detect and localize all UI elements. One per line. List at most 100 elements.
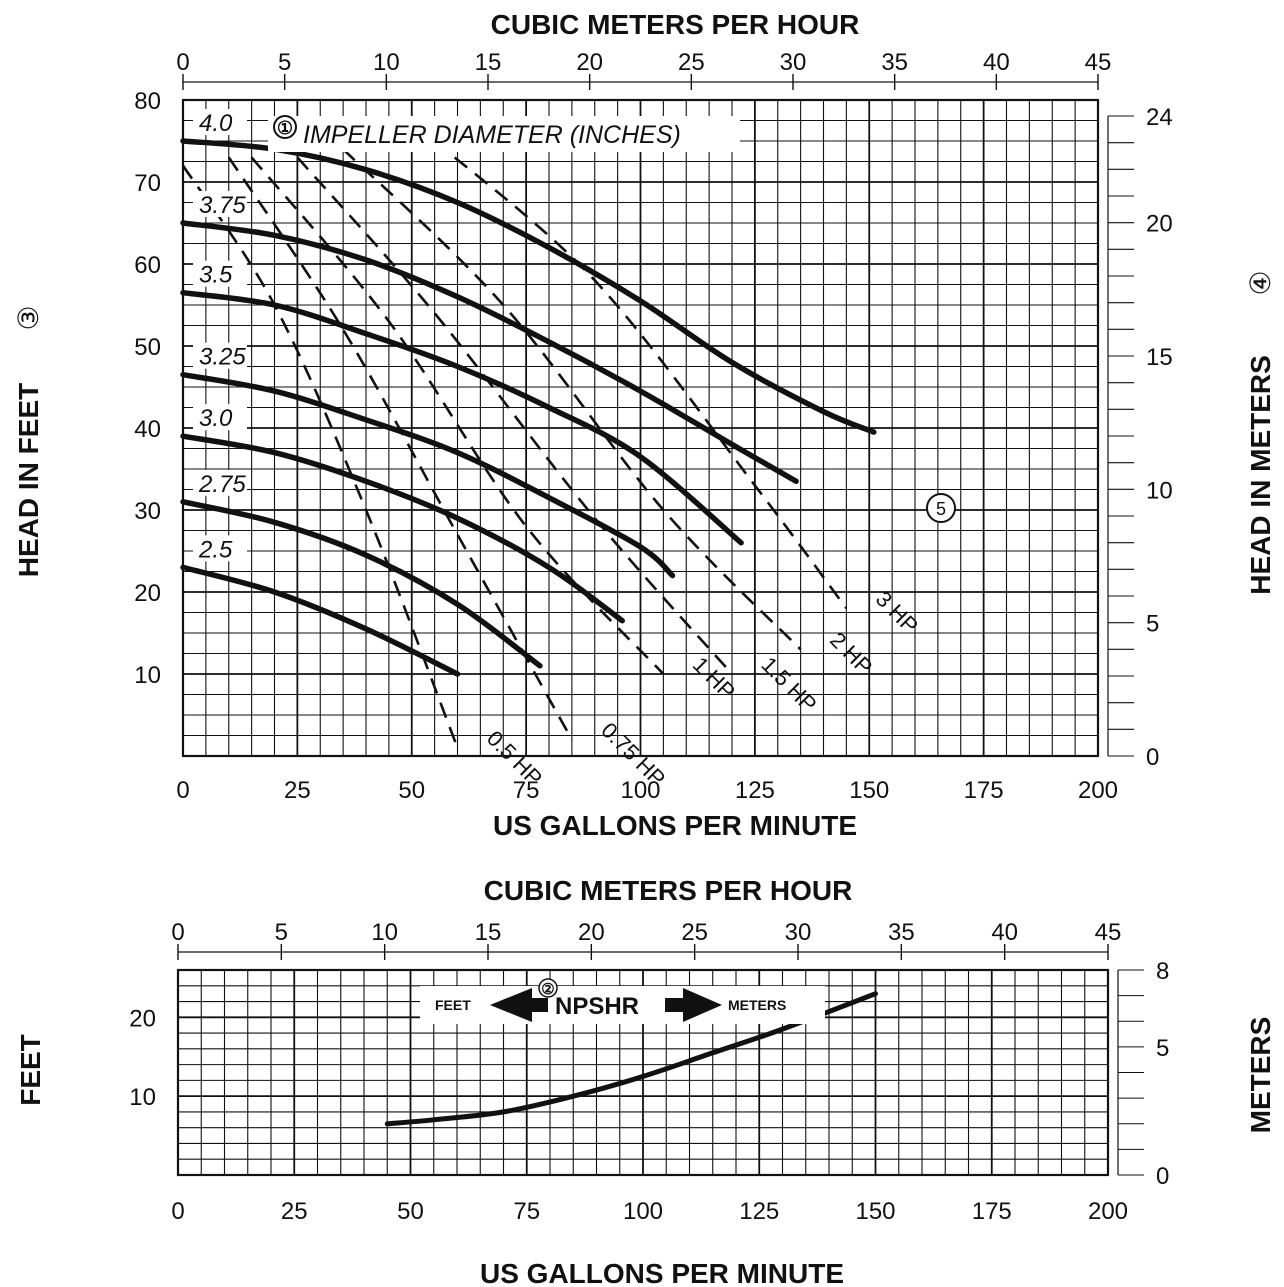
main-curve-labels: 4.0 3.75 3.5 3.25 3.0 2.75 2.5 [193, 109, 247, 563]
impeller-curve [180, 433, 625, 624]
impeller-title-bg [268, 116, 740, 152]
main-right-marker: ④ [1245, 270, 1276, 295]
main-top-tick-label: 20 [576, 49, 603, 76]
impeller-curve [180, 499, 543, 669]
impeller-marker: ① [277, 118, 293, 138]
main-x-tick-label: 200 [1078, 777, 1118, 804]
main-y-tick-label: 70 [134, 170, 161, 197]
npshr-feet-label: FEET [435, 997, 471, 1013]
main-y-tick-label: 60 [134, 252, 161, 279]
main-top-ticks: 0 5 10 15 20 25 30 35 40 45 [176, 49, 1111, 90]
npshr-chart: CUBIC METERS PER HOUR 0 5 10 15 20 25 30 35 40 45… [15, 875, 1276, 1287]
main-right-tick-label: 10 [1146, 477, 1173, 504]
npshr-marker: ② [541, 981, 554, 998]
npshr-right-tick-label: 5 [1156, 1035, 1169, 1062]
main-right-ticks: 0 5 10 15 20 24 [1107, 104, 1173, 771]
curve-label: 2.5 [198, 536, 233, 563]
impeller-curve [180, 138, 877, 435]
npshr-top-tick-label: 45 [1095, 919, 1122, 946]
npshr-top-axis-title: CUBIC METERS PER HOUR [484, 875, 853, 906]
main-top-tick-label: 30 [780, 49, 807, 76]
main-x-tick-label: 0 [176, 777, 189, 804]
main-y-ticks: 10 20 30 40 50 60 70 80 [134, 88, 161, 689]
main-left-marker: ③ [13, 305, 44, 330]
main-x-tick-label: 75 [513, 777, 540, 804]
main-x-ticks: 0 25 50 75 100 125 150 175 200 [176, 777, 1118, 804]
npshr-top-tick-label: 30 [785, 919, 812, 946]
npshr-x-tick-label: 25 [281, 1198, 308, 1225]
curve-label: 3.0 [199, 405, 233, 432]
curve-label-bg [193, 404, 247, 431]
npshr-right-tick-label: 8 [1156, 958, 1169, 985]
main-x-tick-label: 150 [849, 777, 889, 804]
main-chart: CUBIC METERS PER HOUR 0 5 10 15 20 25 30 35 40 45… [13, 9, 1276, 841]
main-grid [181, 98, 1100, 758]
npshr-x-ticks: 0 25 50 75 100 125 150 175 200 [171, 1198, 1128, 1225]
curve-label-bg [193, 535, 247, 562]
curve-label: 4.0 [199, 110, 233, 137]
main-impeller-curves [180, 138, 877, 677]
npshr-right-ticks: 0 5 8 [1117, 958, 1169, 1190]
npshr-right-axis-title: METERS [1245, 1017, 1276, 1134]
impeller-curve [180, 371, 676, 579]
npshr-top-tick-label: 0 [171, 919, 184, 946]
curve-label: 3.5 [199, 262, 233, 289]
main-right-tick-label: 20 [1146, 211, 1173, 238]
npshr-y-ticks: 10 20 [129, 1005, 156, 1111]
main-top-tick-label: 0 [176, 49, 189, 76]
left-arrow-icon [490, 988, 548, 1022]
main-top-tick-label: 40 [983, 49, 1010, 76]
power-line [296, 156, 733, 675]
main-top-tick-label: 15 [475, 49, 502, 76]
npshr-x-tick-label: 0 [171, 1198, 184, 1225]
impeller-curve [180, 564, 461, 677]
npshr-top-tick-label: 20 [578, 919, 605, 946]
npshr-bottom-axis-title: US GALLONS PER MINUTE [480, 1258, 844, 1287]
npshr-curve [384, 991, 878, 1127]
hp-marker-circle [926, 493, 956, 523]
main-top-tick-label: 25 [678, 49, 705, 76]
main-left-axis-title: HEAD IN FEET [13, 383, 44, 577]
npshr-top-tick-label: 15 [475, 919, 502, 946]
curve-label-bg [193, 342, 247, 369]
npshr-top-ticks: 0 5 10 15 20 25 30 35 40 45 [171, 919, 1121, 960]
main-top-tick-label: 5 [278, 49, 291, 76]
main-right-tick-label: 15 [1146, 344, 1173, 371]
impeller-marker-circle [273, 115, 297, 139]
main-top-tick-label: 10 [373, 49, 400, 76]
main-right-tick-label: 5 [1146, 611, 1159, 638]
npshr-right-tick-label: 0 [1156, 1163, 1169, 1190]
npshr-top-tick-label: 40 [991, 919, 1018, 946]
npshr-y-tick-label: 20 [129, 1005, 156, 1032]
main-y-tick-label: 50 [134, 334, 161, 361]
main-top-tick-label: 35 [881, 49, 908, 76]
power-line [181, 164, 459, 749]
npshr-x-tick-label: 100 [623, 1198, 663, 1225]
curve-label-bg [193, 109, 247, 135]
npshr-series-line [384, 991, 878, 1127]
main-right-axis-title: HEAD IN METERS [1245, 355, 1276, 595]
right-arrow-icon [665, 988, 722, 1022]
curve-label: 3.75 [199, 192, 246, 219]
npshr-left-axis-title: FEET [15, 1034, 46, 1106]
curve-label: 3.25 [199, 344, 246, 371]
npshr-x-tick-label: 75 [513, 1198, 540, 1225]
curve-label-bg [193, 191, 247, 217]
main-x-tick-label: 50 [398, 777, 425, 804]
main-y-tick-label: 30 [134, 498, 161, 525]
curve-label-bg [193, 469, 247, 496]
main-y-tick-label: 20 [134, 580, 161, 607]
curve-label-bg [193, 260, 247, 287]
npshr-x-tick-label: 50 [397, 1198, 424, 1225]
npshr-top-tick-label: 25 [681, 919, 708, 946]
power-line [250, 156, 665, 675]
npshr-top-tick-label: 35 [888, 919, 915, 946]
main-y-tick-label: 40 [134, 416, 161, 443]
main-bottom-axis-title: US GALLONS PER MINUTE [493, 810, 857, 841]
impeller-curve [180, 220, 799, 485]
main-x-tick-label: 125 [735, 777, 775, 804]
main-y-tick-label: 80 [134, 88, 161, 115]
npshr-meters-label: METERS [728, 997, 786, 1013]
main-x-tick-label: 25 [284, 777, 311, 804]
